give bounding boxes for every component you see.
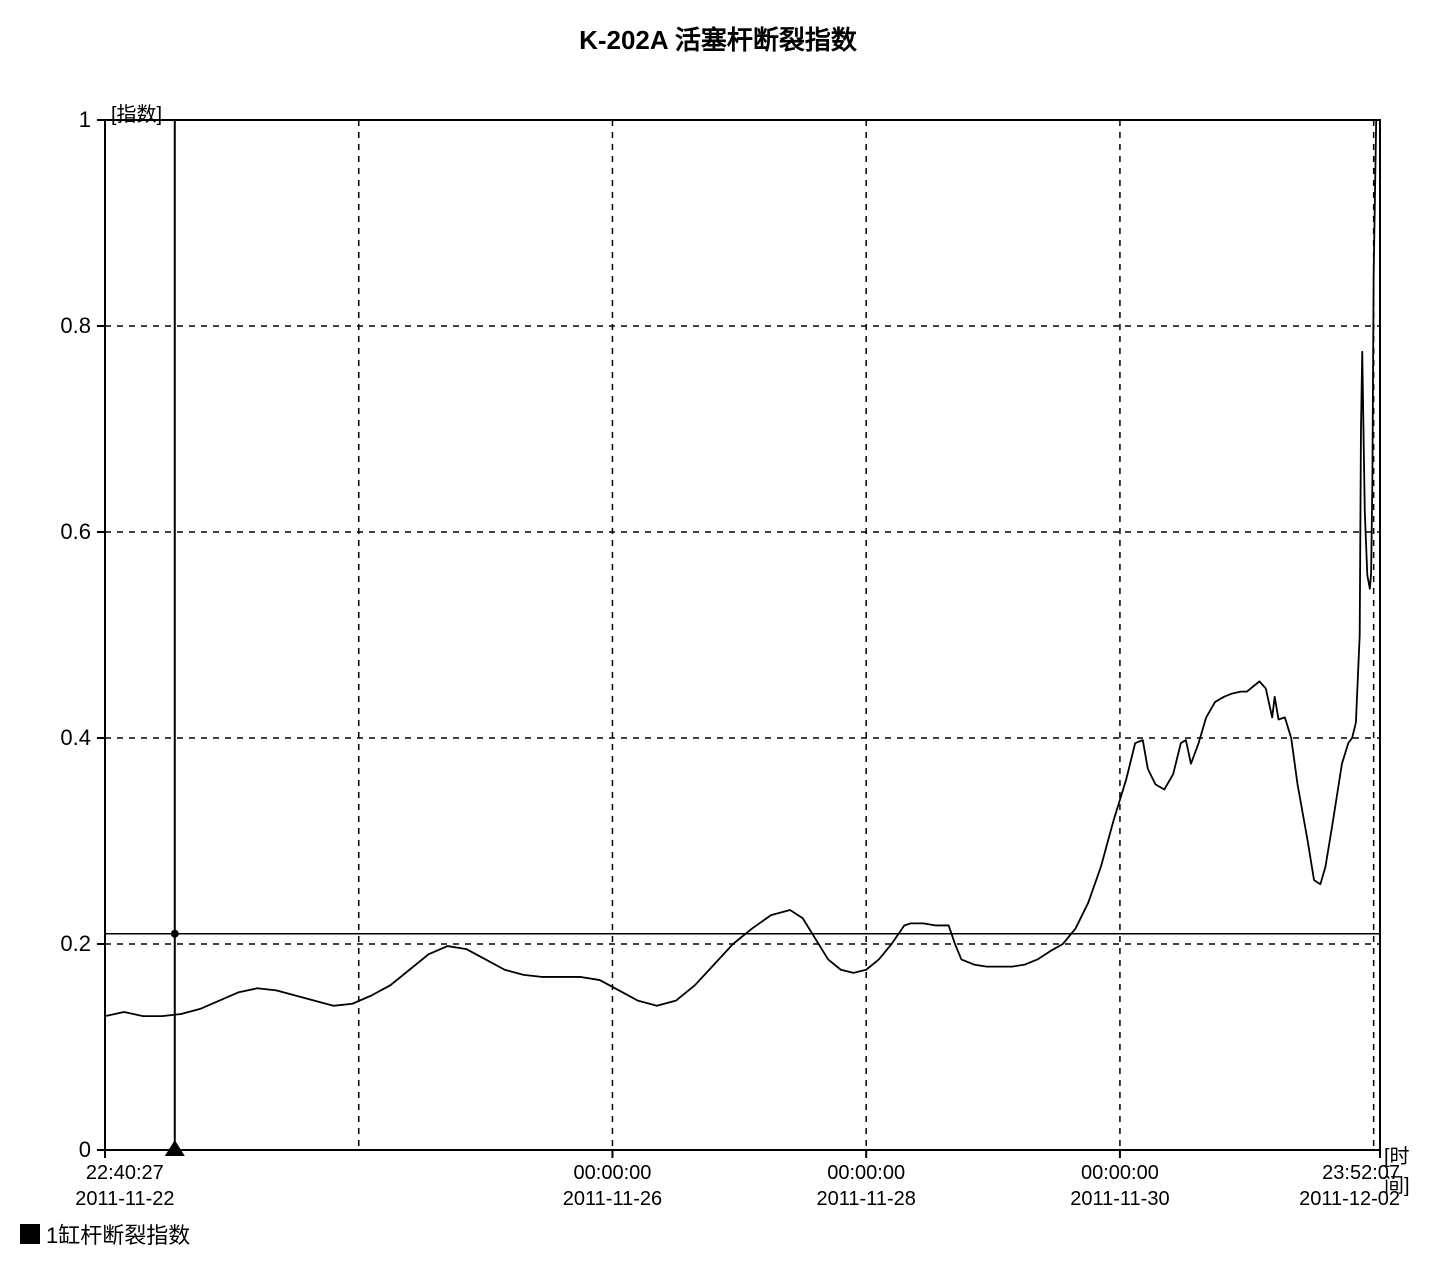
x-tick-label: 00:00:002011-11-26 (563, 1160, 662, 1212)
y-tick-label: 1 (20, 107, 91, 133)
x-tick-label: 00:00:002011-11-28 (817, 1160, 916, 1212)
legend-label: 1缸杆断裂指数 (46, 1218, 190, 1250)
y-tick-label: 0.8 (20, 313, 91, 339)
plot-wrapper: [指数] [时间] 00.20.40.60.81 22:40:272011-11… (20, 65, 1416, 1275)
y-axis-title: [指数] (111, 98, 162, 127)
legend: 1缸杆断裂指数 (20, 1218, 190, 1250)
y-tick-label: 0.4 (20, 725, 91, 751)
x-tick-label: 22:40:272011-11-22 (75, 1160, 174, 1212)
legend-swatch (20, 1224, 40, 1244)
plot-svg (20, 65, 1436, 1270)
y-tick-label: 0.6 (20, 519, 91, 545)
x-tick-label: 23:52:072011-12-02 (1299, 1160, 1400, 1212)
chart-container: K-202A 活塞杆断裂指数 [指数] [时间] 00.20.40.60.81 … (20, 20, 1416, 1250)
x-tick-label: 00:00:002011-11-30 (1070, 1160, 1169, 1212)
chart-title: K-202A 活塞杆断裂指数 (20, 20, 1416, 57)
y-tick-label: 0.2 (20, 931, 91, 957)
